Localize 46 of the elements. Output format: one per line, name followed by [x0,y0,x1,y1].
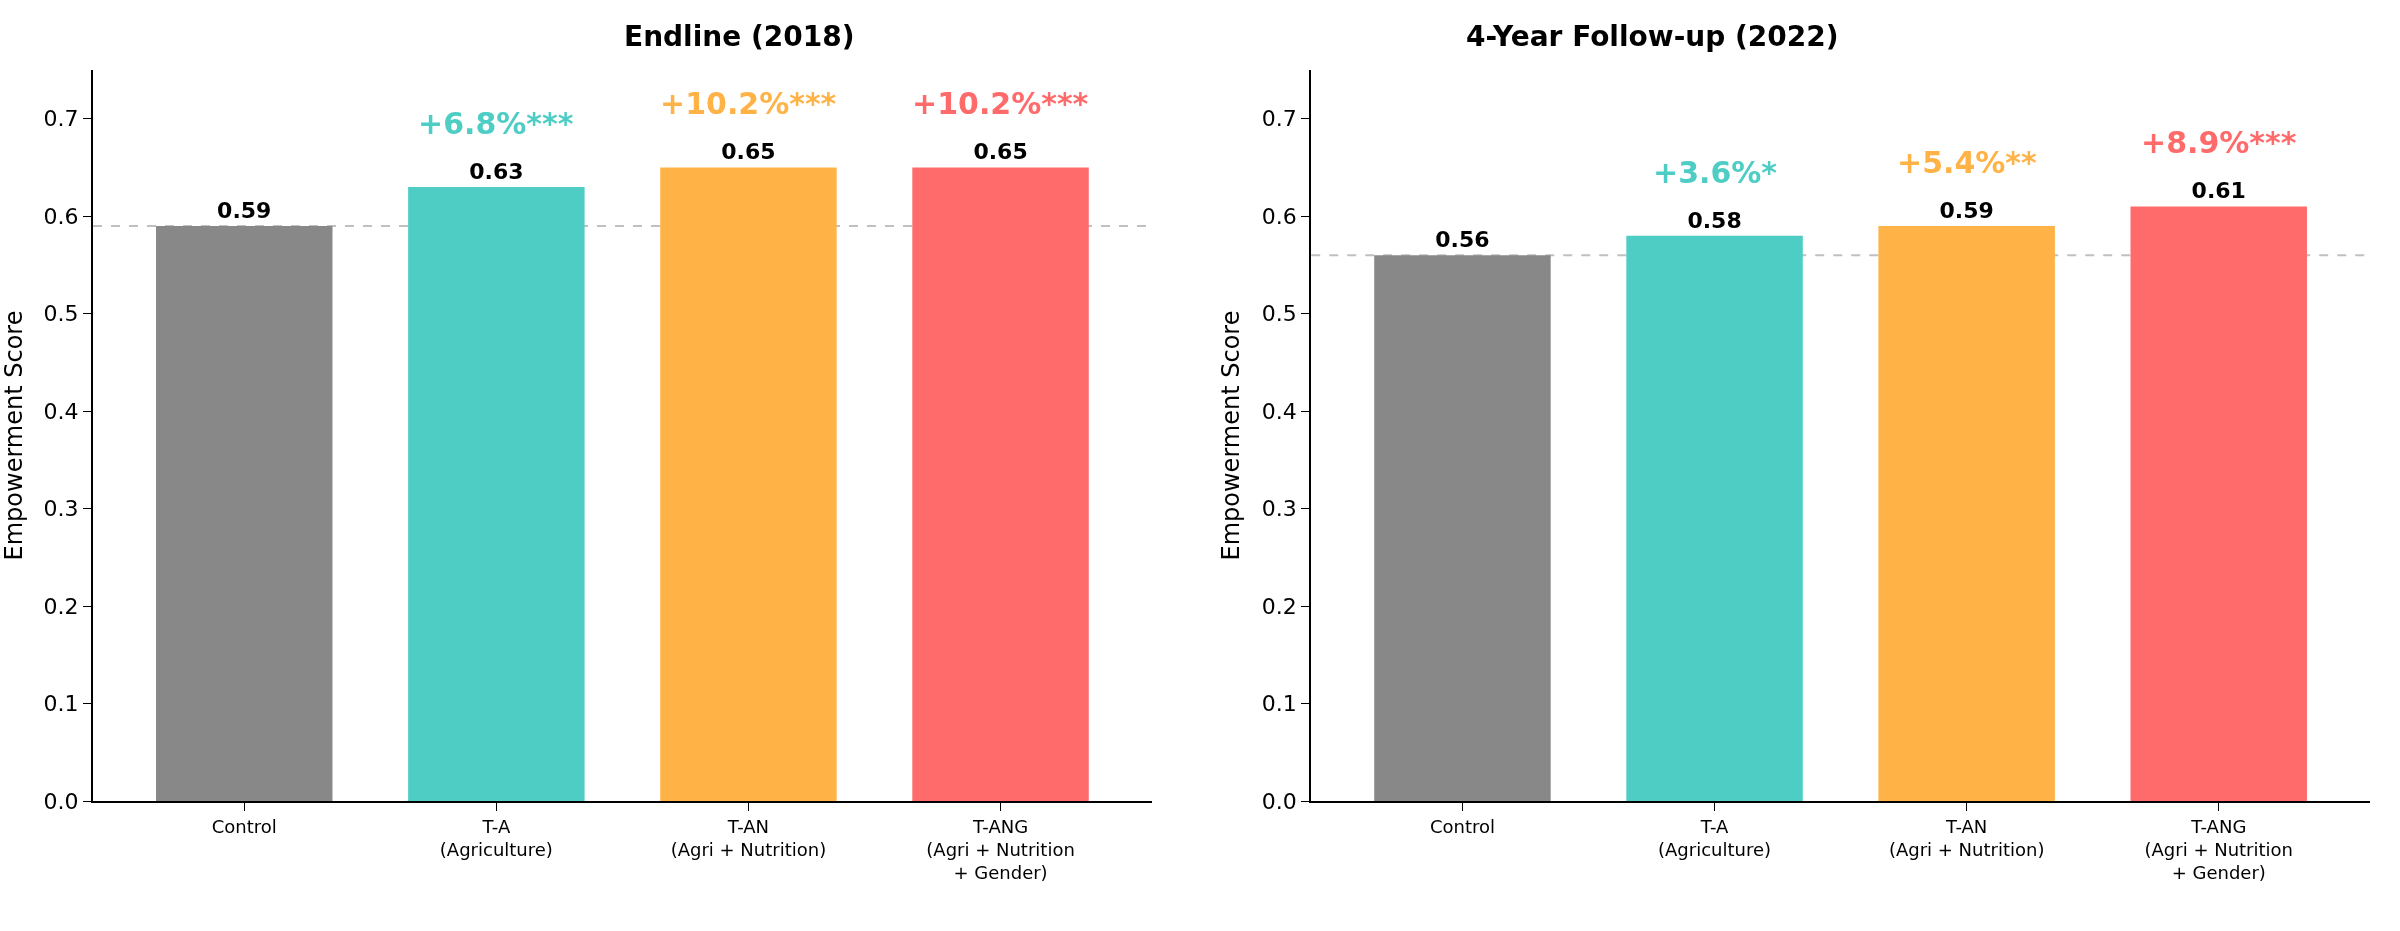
data-label: 0.56 [1435,227,1490,253]
bar [912,167,1089,801]
bar [408,186,585,801]
data-label: 0.61 [2191,178,2246,204]
data-label: 0.58 [1687,207,1742,233]
data-label: 0.65 [973,139,1028,165]
y-tick-label: 0.1 [1261,691,1297,717]
data-label: 0.59 [217,197,272,223]
y-tick-label: 0.3 [1261,496,1297,522]
y-tick-label: 0.2 [43,593,79,619]
y-tick-label: 0.2 [1261,593,1297,619]
y-axis-title: Empowerment Score [1217,310,1246,561]
chart-title: Endline (2018) [624,20,855,53]
y-tick-label: 0.7 [43,106,79,132]
bar [660,167,837,801]
annotation: +5.4%** [1897,145,2038,180]
y-axis-title: Empowerment Score [0,310,28,561]
x-tick-label: Control [1429,815,1495,837]
x-tick-label: T-ANG (Agri + Nutrition + Gender) [926,815,1075,884]
y-tick-label: 0.3 [43,496,79,522]
y-tick-label: 0.5 [43,301,79,327]
annotation: +3.6%* [1653,155,1778,190]
data-label: 0.65 [721,139,776,165]
x-tick-label: T-AN (Agri + Nutrition) [670,815,827,860]
x-tick-label: T-A (Agriculture) [439,815,553,860]
y-tick-label: 0.1 [43,691,79,717]
annotation: +6.8%*** [418,106,574,141]
x-tick-label: T-A (Agriculture) [1658,815,1772,860]
y-tick-label: 0.5 [1261,301,1297,327]
y-tick-label: 0.6 [1261,203,1297,229]
data-label: 0.59 [1939,197,1994,223]
y-tick-label: 0.0 [1261,788,1297,814]
annotation: +8.9%*** [2141,125,2297,160]
x-tick-label: Control [211,815,277,837]
y-tick-label: 0.6 [43,203,79,229]
y-tick-label: 0.4 [43,398,79,424]
annotation: +10.2%*** [912,86,1089,121]
y-tick-label: 0.7 [1261,106,1297,132]
y-tick-label: 0.4 [1261,398,1297,424]
annotation: +10.2%*** [660,86,837,121]
bar [156,225,333,801]
chart-title: 4-Year Follow-up (2022) [1466,20,1839,53]
x-tick-label: T-ANG (Agri + Nutrition + Gender) [2144,815,2293,884]
x-tick-label: T-AN (Agri + Nutrition) [1888,815,2045,860]
y-tick-label: 0.0 [43,788,79,814]
data-label: 0.63 [469,158,524,184]
